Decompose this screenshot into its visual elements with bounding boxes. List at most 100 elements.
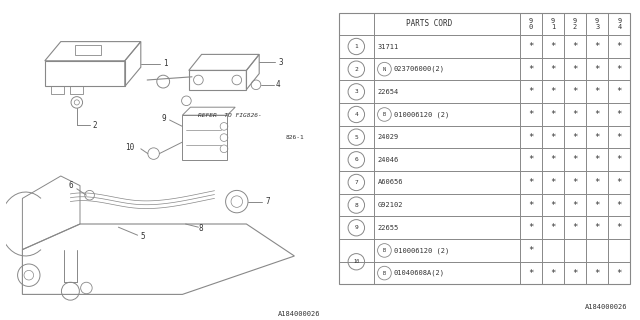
Text: *: * — [528, 155, 533, 164]
Text: PARTS CORD: PARTS CORD — [406, 19, 452, 28]
Text: 1: 1 — [355, 44, 358, 49]
Text: *: * — [550, 42, 556, 51]
Text: G92102: G92102 — [378, 202, 403, 208]
Text: *: * — [572, 110, 578, 119]
Text: *: * — [572, 223, 578, 232]
Text: 5: 5 — [355, 135, 358, 140]
Text: *: * — [550, 110, 556, 119]
Text: *: * — [617, 155, 622, 164]
Text: *: * — [550, 178, 556, 187]
Text: 9: 9 — [162, 114, 166, 123]
Text: *: * — [528, 87, 533, 96]
Text: 3: 3 — [355, 89, 358, 94]
Text: 24029: 24029 — [378, 134, 399, 140]
Text: *: * — [550, 155, 556, 164]
Text: *: * — [595, 155, 600, 164]
Text: 8: 8 — [355, 203, 358, 208]
Text: *: * — [595, 201, 600, 210]
Text: *: * — [528, 42, 533, 51]
Text: 1: 1 — [163, 60, 168, 68]
Bar — [51, 86, 64, 94]
Text: *: * — [528, 268, 533, 277]
Text: 6: 6 — [68, 181, 73, 190]
Text: *: * — [617, 178, 622, 187]
Text: *: * — [572, 178, 578, 187]
Text: 010006120 (2): 010006120 (2) — [394, 111, 449, 118]
Text: *: * — [572, 201, 578, 210]
Text: 8: 8 — [198, 224, 203, 233]
Text: A184000026: A184000026 — [278, 311, 320, 317]
Text: *: * — [617, 65, 622, 74]
Text: *: * — [572, 87, 578, 96]
Text: *: * — [595, 178, 600, 187]
Text: 24046: 24046 — [378, 157, 399, 163]
Text: 010006120 (2): 010006120 (2) — [394, 247, 449, 254]
Text: 9
0: 9 0 — [529, 18, 533, 30]
Bar — [70, 86, 83, 94]
Text: 4: 4 — [275, 80, 280, 89]
Text: A184000026: A184000026 — [585, 305, 627, 310]
Text: *: * — [550, 223, 556, 232]
Text: 01040608A(2): 01040608A(2) — [394, 270, 445, 276]
Text: *: * — [572, 132, 578, 142]
Text: 3: 3 — [278, 58, 283, 67]
Text: *: * — [572, 268, 578, 277]
Text: *: * — [528, 132, 533, 142]
Text: 826-1: 826-1 — [285, 135, 305, 140]
Text: 31711: 31711 — [378, 44, 399, 50]
Text: *: * — [617, 42, 622, 51]
Text: *: * — [595, 65, 600, 74]
Text: 10: 10 — [353, 259, 360, 264]
Text: B: B — [383, 112, 386, 117]
Text: *: * — [572, 155, 578, 164]
Text: *: * — [528, 246, 533, 255]
Text: *: * — [595, 223, 600, 232]
Text: *: * — [528, 223, 533, 232]
Text: 9
2: 9 2 — [573, 18, 577, 30]
Bar — [339, 12, 630, 284]
Text: 9
4: 9 4 — [617, 18, 621, 30]
Text: 22654: 22654 — [378, 89, 399, 95]
Text: B: B — [383, 248, 386, 253]
Text: 9
1: 9 1 — [551, 18, 555, 30]
Text: 9: 9 — [355, 225, 358, 230]
Text: *: * — [595, 132, 600, 142]
Text: *: * — [550, 65, 556, 74]
Text: B: B — [383, 271, 386, 276]
Text: *: * — [550, 132, 556, 142]
Text: 023706000(2): 023706000(2) — [394, 66, 445, 72]
Text: 10: 10 — [125, 143, 134, 152]
Text: *: * — [617, 201, 622, 210]
Text: A60656: A60656 — [378, 180, 403, 186]
Text: *: * — [528, 178, 533, 187]
Text: N: N — [383, 67, 386, 72]
Text: 6: 6 — [355, 157, 358, 162]
Text: REFER  TO FIG826-: REFER TO FIG826- — [198, 113, 262, 118]
Text: 7: 7 — [266, 197, 270, 206]
Text: *: * — [595, 268, 600, 277]
Text: *: * — [528, 110, 533, 119]
Text: *: * — [595, 87, 600, 96]
Text: *: * — [617, 268, 622, 277]
Text: 4: 4 — [355, 112, 358, 117]
Text: *: * — [550, 87, 556, 96]
Text: *: * — [528, 65, 533, 74]
Text: *: * — [528, 201, 533, 210]
Text: *: * — [572, 42, 578, 51]
Text: *: * — [550, 201, 556, 210]
Text: 2: 2 — [355, 67, 358, 72]
Text: 22655: 22655 — [378, 225, 399, 231]
Text: *: * — [617, 223, 622, 232]
Bar — [76, 45, 101, 55]
Text: *: * — [595, 42, 600, 51]
Text: 2: 2 — [93, 121, 97, 130]
Text: 7: 7 — [355, 180, 358, 185]
Text: 5: 5 — [141, 232, 145, 241]
Text: *: * — [572, 65, 578, 74]
Text: *: * — [617, 132, 622, 142]
Text: *: * — [617, 110, 622, 119]
Text: *: * — [595, 110, 600, 119]
Text: *: * — [617, 87, 622, 96]
Text: 9
3: 9 3 — [595, 18, 599, 30]
Text: *: * — [550, 268, 556, 277]
